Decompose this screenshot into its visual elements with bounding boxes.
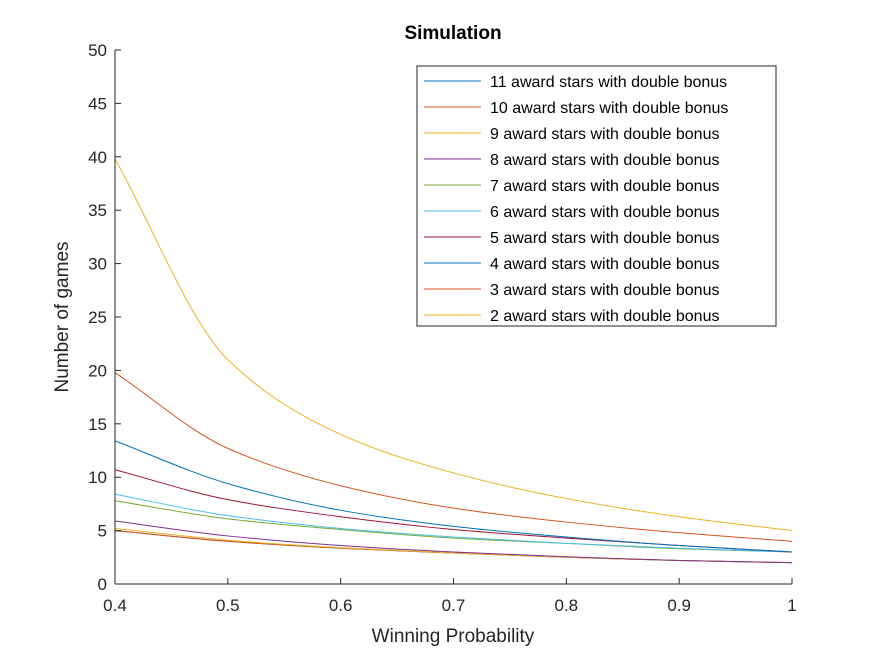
y-tick-label: 50: [88, 41, 107, 60]
legend-label: 7 award stars with double bonus: [490, 178, 719, 195]
y-tick-label: 5: [98, 522, 107, 541]
series-line-8: [114, 440, 793, 553]
x-tick-label: 0.4: [103, 596, 127, 615]
y-tick-label: 45: [88, 94, 107, 113]
series-line-4: [114, 520, 793, 564]
legend: 11 award stars with double bonus 10 award…: [416, 65, 777, 327]
legend-label: 4 award stars with double bonus: [490, 256, 719, 273]
x-tick-label: 0.7: [442, 596, 466, 615]
y-tick-label: 25: [88, 308, 107, 327]
legend-label: 8 award stars with double bonus: [490, 152, 719, 169]
series-line-5: [114, 500, 793, 553]
legend-label: 2 award stars with double bonus: [490, 308, 719, 325]
legend-box: [416, 65, 777, 327]
x-tick-label: 0.5: [216, 596, 240, 615]
x-axis-label: Winning Probability: [372, 626, 535, 647]
y-tick-label: 35: [88, 201, 107, 220]
y-tick-label: 15: [88, 415, 107, 434]
legend-label: 11 award stars with double bonus: [490, 74, 727, 91]
x-tick-label: 0.9: [667, 596, 691, 615]
x-tick-label: 1: [787, 596, 796, 615]
legend-label: 9 award stars with double bonus: [490, 126, 719, 143]
x-tick-label: 0.6: [329, 596, 353, 615]
chart-title: Simulation: [404, 23, 501, 44]
series-line-9: [114, 372, 793, 542]
y-tick-label: 40: [88, 148, 107, 167]
y-ticks: 0 5 10 15 20 25 30 35 40 45 50: [88, 41, 121, 594]
series-line-10: [114, 158, 793, 532]
y-tick-label: 30: [88, 255, 107, 274]
y-axis-label: Number of games: [52, 241, 73, 392]
x-tick-label: 0.8: [555, 596, 579, 615]
series-line-6: [114, 493, 793, 553]
series-layer: [114, 158, 793, 564]
legend-label: 10 award stars with double bonus: [490, 100, 728, 117]
x-ticks: 0.4 0.5 0.6 0.7 0.8 0.9 1: [103, 578, 797, 615]
y-tick-label: 10: [88, 468, 107, 487]
y-tick-label: 0: [98, 575, 107, 594]
legend-items: 11 award stars with double bonus 10 award…: [424, 74, 728, 325]
legend-label: 6 award stars with double bonus: [490, 204, 719, 221]
legend-label: 5 award stars with double bonus: [490, 230, 719, 247]
legend-label: 3 award stars with double bonus: [490, 282, 719, 299]
y-tick-label: 20: [88, 361, 107, 380]
